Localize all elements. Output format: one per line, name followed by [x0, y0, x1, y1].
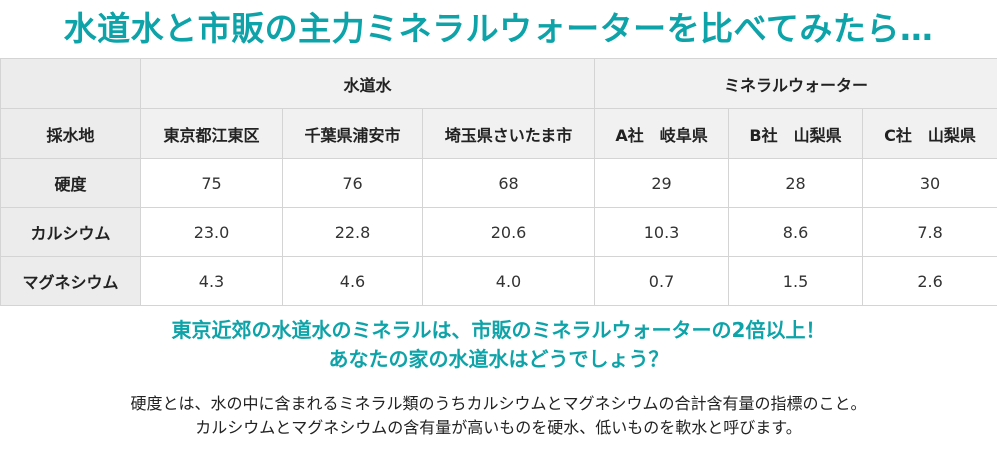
table-cell: 30: [862, 158, 997, 208]
table-cell: 76: [282, 158, 423, 208]
group-header-tap-water: 水道水: [139, 58, 596, 109]
table-cell: 68: [421, 158, 596, 208]
comparison-table: 水道水 ミネラルウォーター 採水地 東京都江東区 千葉県浦安市 埼玉県さいたま市…: [0, 58, 997, 306]
table-cell: 8.6: [728, 207, 864, 257]
column-header-row: 採水地 東京都江東区 千葉県浦安市 埼玉県さいたま市 A社 岐阜県 B社 山梨県…: [0, 108, 997, 159]
table-row-magnesium: マグネシウム 4.3 4.6 4.0 0.7 1.5 2.6: [0, 256, 997, 306]
column-header: 埼玉県さいたま市: [421, 108, 596, 159]
highlight-line-1: 東京近郊の水道水のミネラルは、市販のミネラルウォーターの2倍以上！: [171, 318, 826, 342]
table-row-hardness: 硬度 75 76 68 29 28 30: [0, 158, 997, 208]
table-cell: 4.0: [421, 256, 596, 306]
column-header: 千葉県浦安市: [282, 108, 423, 159]
column-header: C社 山梨県: [862, 108, 997, 159]
row-header-label: 採水地: [0, 108, 141, 159]
table-cell: 4.6: [282, 256, 423, 306]
table-cell: 7.8: [862, 207, 997, 257]
table-cell: 20.6: [421, 207, 596, 257]
table-cell: 4.3: [140, 256, 283, 306]
description-line-1: 硬度とは、水の中に含まれるミネラル類のうちカルシウムとマグネシウムの合計含有量の…: [130, 394, 867, 413]
column-header: A社 岐阜県: [594, 108, 730, 159]
table-cell: 0.7: [594, 256, 730, 306]
table-cell: 29: [594, 158, 730, 208]
corner-cell: [0, 58, 141, 109]
table-row-calcium: カルシウム 23.0 22.8 20.6 10.3 8.6 7.8: [0, 207, 997, 257]
column-header: 東京都江東区: [140, 108, 283, 159]
table-cell: 23.0: [140, 207, 283, 257]
row-label: 硬度: [0, 158, 141, 208]
highlight-message: 東京近郊の水道水のミネラルは、市販のミネラルウォーターの2倍以上！ あなたの家の…: [0, 316, 997, 374]
page-title: 水道水と市販の主力ミネラルウォーターを比べてみたら…: [63, 9, 934, 48]
row-label: カルシウム: [0, 207, 141, 257]
table-cell: 75: [140, 158, 283, 208]
table-cell: 28: [728, 158, 864, 208]
highlight-line-2: あなたの家の水道水はどうでしょう？: [328, 347, 669, 371]
table-cell: 2.6: [862, 256, 997, 306]
column-header: B社 山梨県: [728, 108, 864, 159]
table-cell: 22.8: [282, 207, 423, 257]
table-cell: 10.3: [594, 207, 730, 257]
row-label: マグネシウム: [0, 256, 141, 306]
table-cell: 1.5: [728, 256, 864, 306]
description-line-2: カルシウムとマグネシウムの含有量が高いものを硬水、低いものを軟水と呼びます。: [195, 418, 802, 437]
group-header-row: 水道水 ミネラルウォーター: [0, 58, 997, 109]
group-header-mineral-water: ミネラルウォーター: [594, 58, 997, 109]
description: 硬度とは、水の中に含まれるミネラル類のうちカルシウムとマグネシウムの合計含有量の…: [0, 392, 997, 440]
